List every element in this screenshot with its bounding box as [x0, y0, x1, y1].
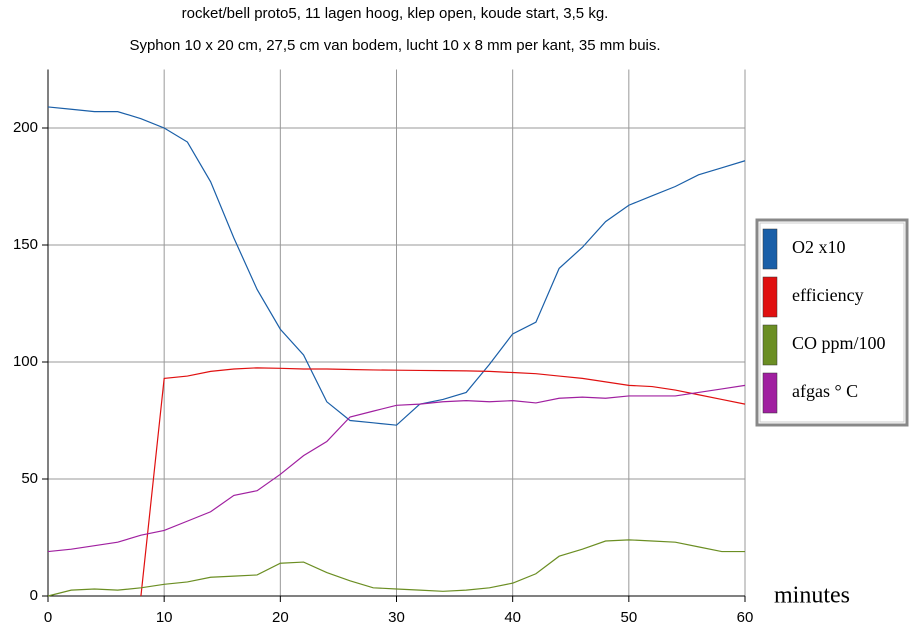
- x-tick-label: 0: [44, 609, 52, 626]
- series-line: [47, 384, 746, 553]
- x-tick-label: 40: [504, 609, 521, 626]
- y-tick-label: 0: [30, 587, 38, 604]
- x-tick-label: 30: [388, 609, 405, 626]
- chart-title: rocket/bell proto5, 11 lagen hoog, klep …: [182, 5, 609, 22]
- legend-swatch: [762, 228, 778, 270]
- x-tick-label: 10: [156, 609, 173, 626]
- y-tick-label: 100: [13, 353, 38, 370]
- legend-label: CO ppm/100: [792, 333, 886, 353]
- legend-swatch: [762, 276, 778, 318]
- series-line: [47, 539, 745, 597]
- y-tick-label: 200: [13, 119, 38, 136]
- x-tick-label: 20: [272, 609, 289, 626]
- series-line: [140, 367, 746, 597]
- x-axis-label: minutes: [774, 583, 850, 609]
- legend-box: [755, 218, 909, 427]
- legend-swatch: [762, 372, 778, 414]
- y-tick-label: 150: [13, 236, 38, 253]
- legend-label: afgas ° C: [792, 381, 858, 401]
- x-tick-label: 50: [620, 609, 637, 626]
- x-tick-label: 60: [737, 609, 754, 626]
- legend-label: O2 x10: [792, 237, 846, 257]
- y-tick-label: 50: [21, 470, 38, 487]
- legend-swatch: [762, 324, 778, 366]
- legend-label: efficiency: [792, 285, 864, 305]
- series-line: [47, 106, 746, 426]
- legend-inner: [759, 222, 905, 423]
- chart-subtitle: Syphon 10 x 20 cm, 27,5 cm van bodem, lu…: [129, 37, 660, 54]
